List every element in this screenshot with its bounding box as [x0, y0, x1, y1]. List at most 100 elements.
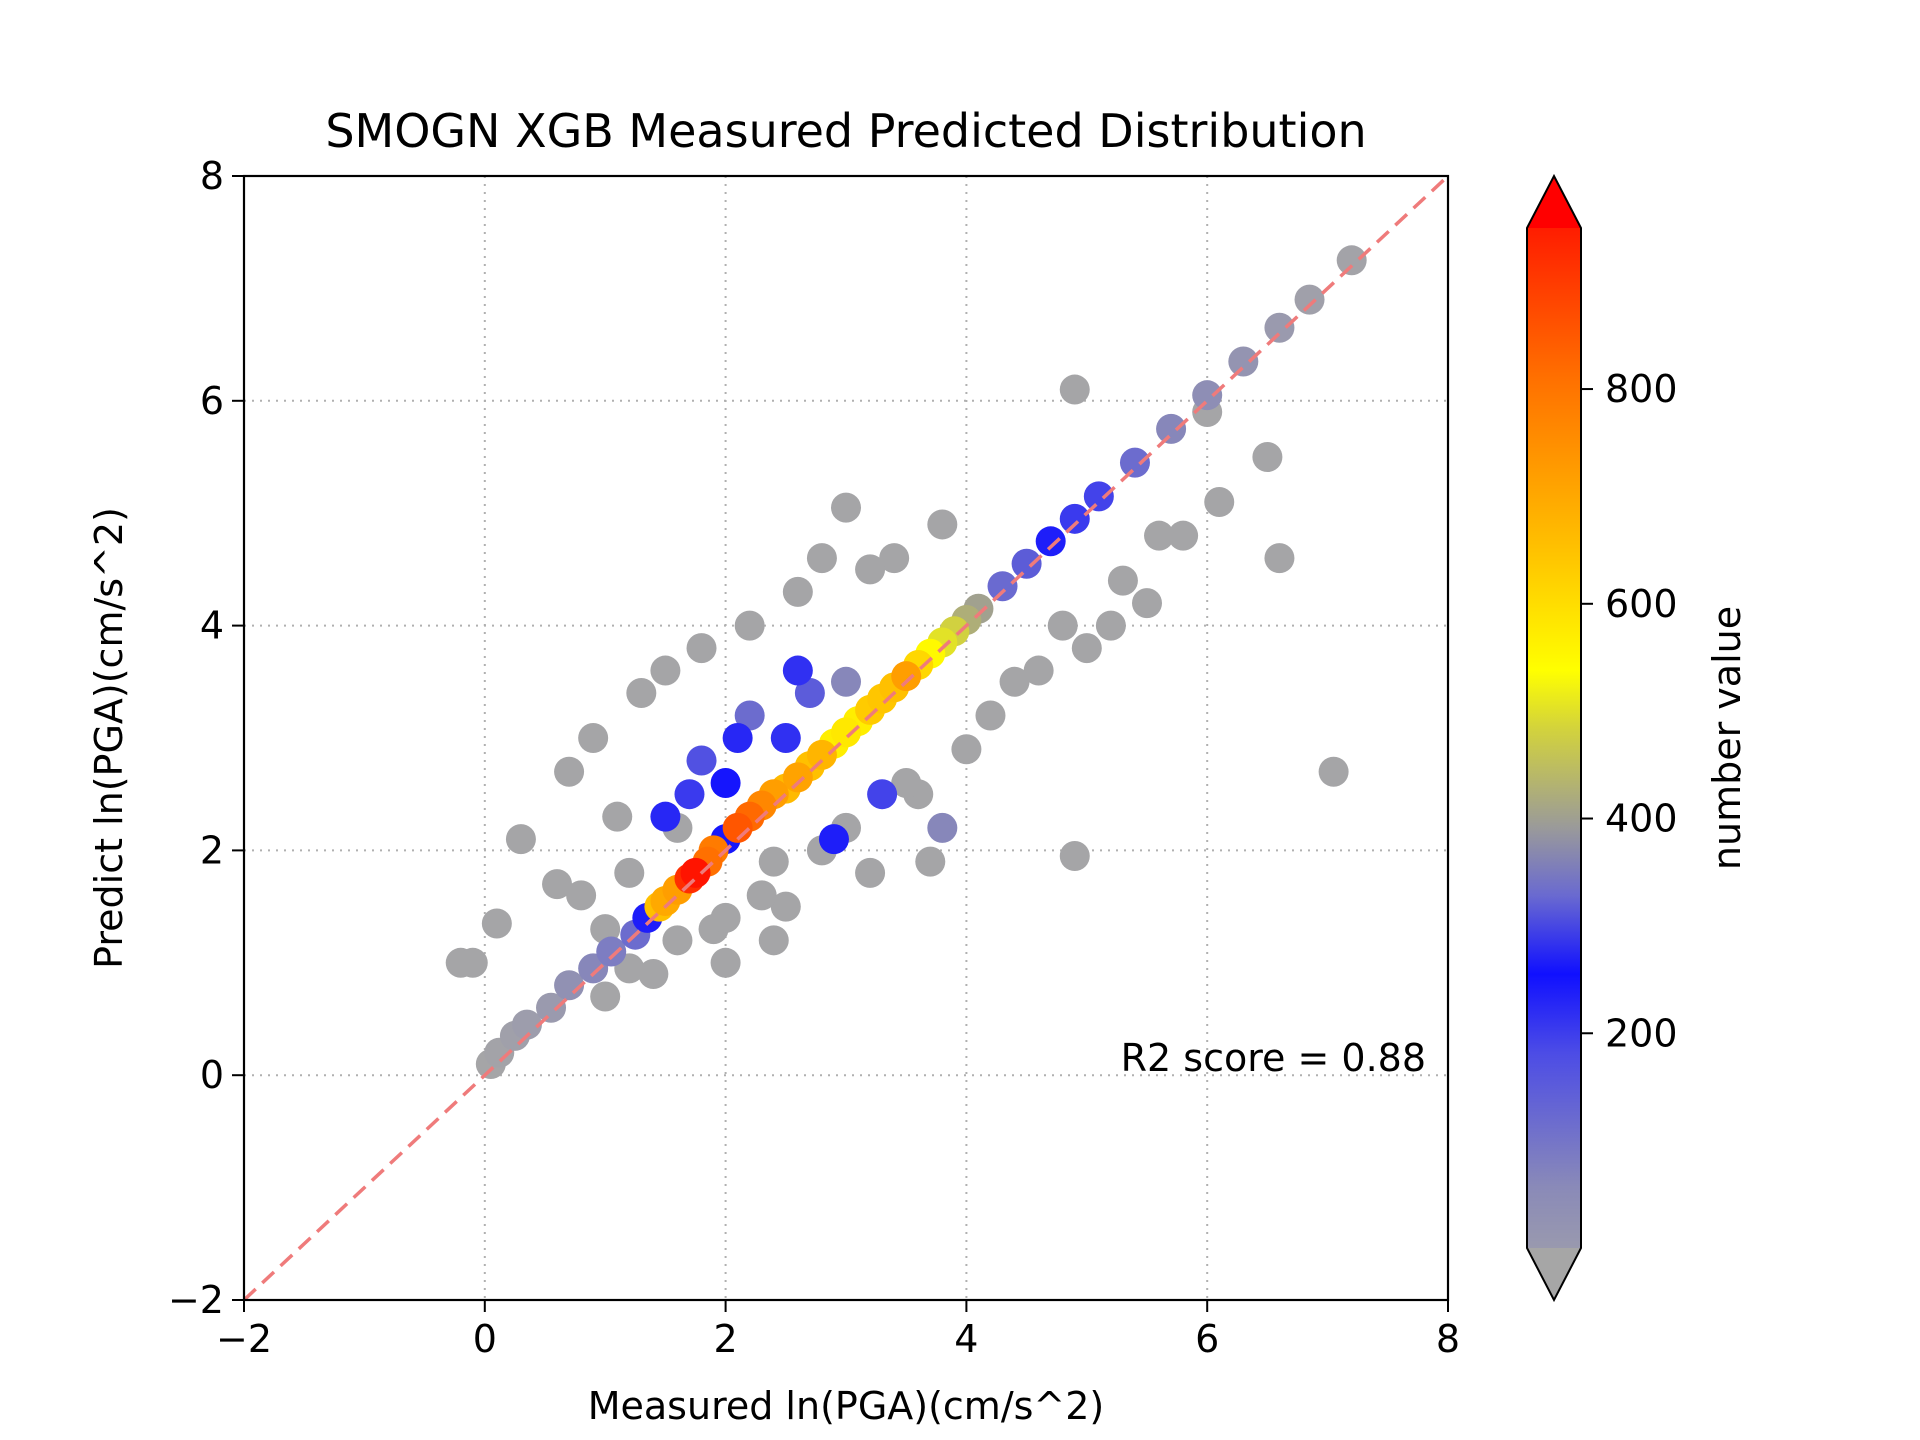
x-tick-label: 6	[1195, 1317, 1219, 1361]
data-point	[536, 992, 567, 1023]
data-point	[1059, 374, 1090, 405]
data-point	[927, 509, 958, 540]
data-point	[1156, 413, 1187, 444]
data-point	[710, 902, 741, 933]
data-point	[746, 880, 777, 911]
data-point	[758, 925, 789, 956]
data-point	[855, 857, 886, 888]
data-point	[831, 492, 861, 523]
data-point	[1336, 245, 1367, 276]
data-point	[951, 734, 982, 765]
data-point	[662, 925, 693, 956]
data-point	[1192, 380, 1223, 411]
data-point	[782, 576, 813, 607]
data-point	[999, 666, 1030, 697]
data-point	[1023, 655, 1054, 686]
data-point	[1011, 548, 1042, 579]
data-point	[891, 661, 922, 692]
data-point	[650, 655, 681, 686]
data-point	[614, 857, 645, 888]
data-point	[1264, 312, 1295, 343]
data-point	[686, 633, 717, 664]
data-point	[1119, 447, 1150, 478]
colorbar-tick-label: 800	[1605, 367, 1678, 411]
data-point	[554, 756, 585, 787]
y-axis-ticks: −2 0 2 4 6 8	[168, 154, 244, 1322]
data-point	[590, 914, 621, 945]
data-point	[927, 812, 958, 843]
x-axis-ticks: −2 0 2 4 6 8	[216, 1300, 1460, 1361]
data-point	[831, 666, 861, 697]
x-tick-label: 8	[1436, 1317, 1460, 1361]
data-point	[680, 857, 711, 888]
data-point	[987, 571, 1018, 602]
data-point	[505, 824, 536, 855]
data-point	[1132, 588, 1162, 619]
data-point	[915, 846, 946, 877]
colorbar-tick-label: 200	[1605, 1011, 1678, 1055]
colorbar-top-extend	[1527, 176, 1581, 228]
y-tick-label: 8	[200, 154, 224, 198]
data-point	[710, 947, 741, 978]
data-point	[1252, 442, 1283, 472]
data-point	[782, 655, 813, 686]
data-point	[855, 554, 886, 585]
data-point	[1144, 520, 1175, 551]
data-point	[1318, 756, 1349, 787]
data-point	[457, 947, 488, 978]
data-point	[722, 723, 753, 753]
data-point	[891, 767, 922, 798]
chart-title: SMOGN XGB Measured Predicted Distributio…	[325, 104, 1366, 158]
data-point	[1204, 486, 1235, 517]
data-point	[867, 779, 898, 810]
data-point	[542, 869, 573, 900]
data-point	[1059, 503, 1090, 534]
data-point	[879, 543, 910, 574]
y-axis-label: Predict ln(PGA)(cm/s^2)	[87, 507, 131, 969]
data-point	[638, 959, 669, 990]
data-point	[674, 779, 705, 810]
data-point	[758, 846, 789, 877]
x-axis-label: Measured ln(PGA)(cm/s^2)	[588, 1384, 1105, 1428]
data-point	[734, 700, 765, 731]
colorbar-tick-label: 400	[1605, 797, 1678, 841]
x-tick-label: −2	[216, 1317, 272, 1361]
y-tick-label: 0	[200, 1053, 224, 1097]
data-point	[1107, 565, 1138, 596]
y-tick-label: −2	[168, 1278, 224, 1322]
data-point	[818, 824, 849, 855]
data-point	[794, 678, 825, 709]
colorbar-body	[1527, 176, 1581, 1300]
data-point	[686, 745, 717, 776]
data-point	[590, 981, 621, 1012]
x-tick-label: 0	[473, 1317, 497, 1361]
data-point	[1047, 610, 1078, 641]
y-tick-label: 4	[200, 604, 224, 648]
data-point	[554, 970, 585, 1001]
data-point	[710, 767, 741, 798]
colorbar-bottom-extend	[1527, 1248, 1581, 1300]
plot-frame	[242, 174, 1450, 1302]
data-point	[1264, 543, 1295, 574]
data-point	[602, 801, 633, 832]
r2-annotation: R2 score = 0.88	[1121, 1036, 1426, 1080]
colorbar: 200 400 600 800 number value	[1526, 173, 1749, 1303]
data-point	[782, 762, 813, 793]
data-point	[975, 700, 1006, 731]
y-tick-label: 2	[200, 828, 224, 872]
colorbar-tick-label: 600	[1605, 582, 1678, 626]
data-point	[770, 891, 801, 922]
data-point	[566, 880, 597, 911]
data-point	[734, 610, 765, 641]
data-point	[722, 812, 753, 843]
data-point	[481, 908, 512, 939]
data-point	[626, 678, 657, 709]
data-points	[445, 245, 1367, 1079]
data-point	[1228, 346, 1259, 377]
data-point	[596, 936, 627, 967]
colorbar-label: number value	[1705, 606, 1749, 870]
data-point	[1035, 526, 1066, 557]
data-point	[650, 801, 681, 832]
data-point	[831, 717, 861, 748]
